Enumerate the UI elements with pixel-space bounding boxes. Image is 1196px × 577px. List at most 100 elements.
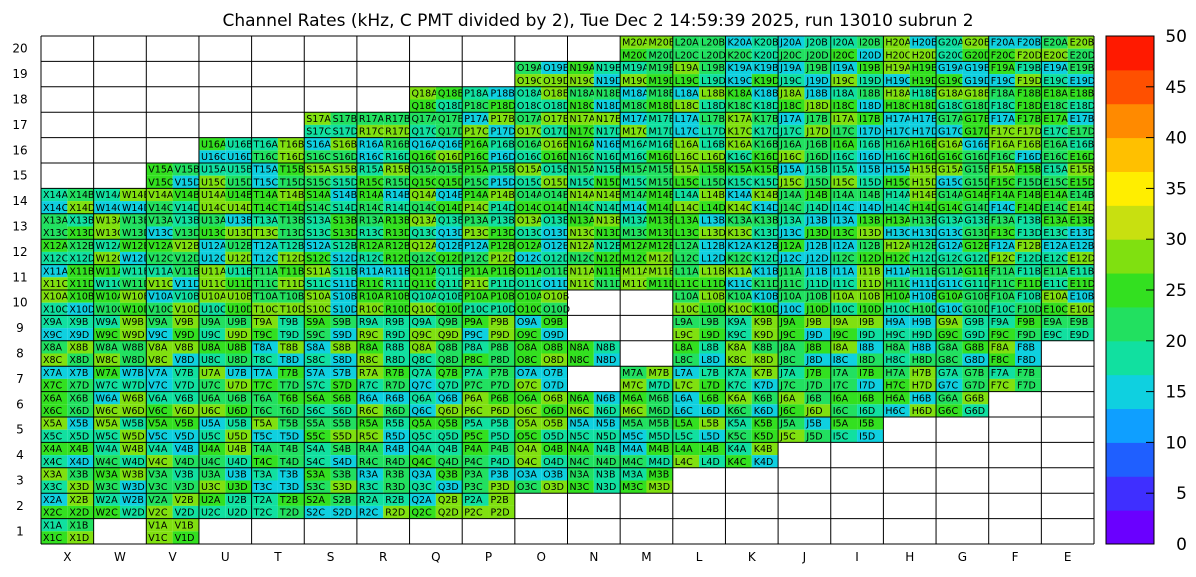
cell-label-J10C: J10C — [779, 304, 802, 315]
cell-H7A — [883, 366, 910, 379]
cell-label-N11D: N11D — [596, 279, 623, 290]
cell-label-I10B: I10B — [859, 292, 880, 303]
cell-W3C — [93, 480, 120, 494]
cell-label-U11B: U11B — [227, 266, 253, 277]
cell-N8A — [567, 340, 594, 354]
cell-label-F8B: F8B — [1017, 343, 1035, 354]
cell-label-G8C: G8C — [938, 355, 958, 366]
row-label: 2 — [16, 499, 24, 513]
cell-label-V13A: V13A — [148, 216, 174, 227]
cell-label-G9C: G9C — [938, 330, 958, 341]
cell-M7D — [646, 378, 673, 392]
cell-label-T2A: T2A — [253, 495, 273, 506]
cell-label-O10B: O10B — [543, 292, 569, 303]
cell-label-X11C: X11C — [43, 279, 69, 290]
cell-I7C — [830, 378, 858, 392]
cell-O8D — [541, 353, 568, 367]
cell-V8C — [146, 353, 173, 367]
cell-label-F20D: F20D — [1017, 50, 1042, 61]
cell-label-P15C: P15C — [464, 177, 489, 188]
cell-label-O19D: O19D — [543, 76, 570, 87]
cell-label-P3B: P3B — [491, 470, 509, 481]
cell-label-R17B: R17B — [385, 114, 410, 125]
cell-S5C — [304, 429, 331, 443]
cell-label-I5B: I5B — [859, 419, 874, 430]
cell-label-W7D: W7D — [122, 381, 145, 392]
cell-label-Q7B: Q7B — [438, 368, 458, 379]
cell-O4D — [541, 455, 568, 468]
cell-label-U2A: U2A — [201, 495, 221, 506]
cell-label-J20A: J20A — [779, 38, 802, 49]
cell-label-P7C: P7C — [464, 381, 483, 392]
cell-label-K5A: K5A — [727, 419, 746, 430]
cell-label-T14B: T14B — [279, 190, 304, 201]
cell-S8A — [304, 340, 331, 354]
cell-label-F17B: F17B — [1017, 114, 1041, 125]
cell-label-V4D: V4D — [175, 457, 195, 468]
cell-S5D — [330, 429, 357, 443]
cell-label-N16A: N16A — [570, 139, 596, 150]
cell-label-E16C: E16C — [1043, 152, 1068, 163]
cell-T9B — [277, 315, 305, 329]
row-label: 8 — [16, 347, 24, 361]
cell-label-G19B: G19B — [964, 63, 990, 74]
cell-label-H19A: H19A — [885, 63, 911, 74]
cell-label-Q9D: Q9D — [438, 330, 459, 341]
cell-label-K8D: K8D — [754, 355, 774, 366]
cell-S9A — [304, 315, 331, 329]
cell-label-F15C: F15C — [991, 177, 1016, 188]
cell-X10C — [41, 302, 68, 316]
cell-label-O5B: O5B — [543, 419, 563, 430]
cell-label-W10C: W10C — [96, 304, 124, 315]
cell-label-V14B: V14B — [175, 190, 200, 201]
cell-M5B — [646, 417, 673, 430]
cell-label-V6C: V6C — [148, 406, 168, 417]
cell-J7C — [778, 378, 805, 392]
cell-label-J15B: J15B — [805, 165, 827, 176]
cell-label-U14C: U14C — [201, 203, 227, 214]
cell-label-Q10A: Q10A — [412, 292, 439, 303]
cell-label-H20D: H20D — [912, 50, 939, 61]
cell-label-T16A: T16A — [253, 139, 279, 150]
cell-label-W5C: W5C — [96, 431, 118, 442]
cell-label-H19D: H19D — [912, 76, 939, 87]
cell-label-X10D: X10D — [69, 304, 95, 315]
cell-label-S10B: S10B — [333, 292, 358, 303]
cell-label-G9D: G9D — [964, 330, 985, 341]
column-label: O — [536, 550, 545, 564]
cell-label-O13B: O13B — [543, 216, 569, 227]
cell-label-T3D: T3D — [279, 482, 299, 493]
cell-M4A — [620, 442, 647, 456]
cell-label-V12A: V12A — [148, 241, 174, 252]
cell-H7C — [883, 378, 910, 392]
cell-label-P4D: P4D — [491, 457, 510, 468]
cell-label-F14A: F14A — [991, 190, 1016, 201]
cell-label-K6D: K6D — [754, 406, 774, 417]
cell-Q7B — [435, 366, 463, 379]
cell-label-H8D: H8D — [912, 355, 933, 366]
cell-label-J20D: J20D — [805, 50, 828, 61]
cell-W2C — [93, 505, 120, 519]
cell-label-V11D: V11D — [175, 279, 201, 290]
cell-S6B — [330, 391, 357, 405]
cell-label-O18B: O18B — [543, 89, 569, 100]
cell-label-X4B: X4B — [69, 444, 88, 455]
cell-label-I6B: I6B — [859, 393, 874, 404]
cell-label-Q13B: Q13B — [438, 216, 464, 227]
cell-W8A — [93, 340, 120, 354]
cell-label-G8A: G8A — [938, 343, 958, 354]
cell-label-R2D: R2D — [385, 508, 405, 519]
cell-label-F7D: F7D — [1017, 381, 1036, 392]
cell-R2A — [356, 493, 384, 506]
cell-label-E20B: E20B — [1070, 38, 1095, 49]
cell-Q8C — [409, 353, 436, 367]
cell-label-Q17A: Q17A — [412, 114, 439, 125]
cell-label-M20A: M20A — [622, 38, 649, 49]
cell-X6A — [41, 391, 68, 405]
cell-label-N13C: N13C — [570, 228, 596, 239]
cell-label-N14D: N14D — [596, 203, 623, 214]
cell-label-S14C: S14C — [306, 203, 331, 214]
column-label: R — [379, 550, 387, 564]
